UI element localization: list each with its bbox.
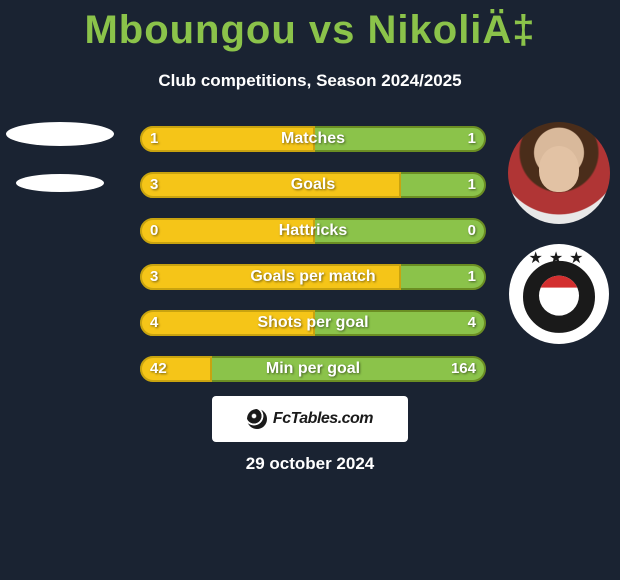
stat-bar-label: Goals	[142, 174, 484, 196]
stat-bar: Goals3 1	[140, 172, 486, 198]
stat-bar-right-value: 1	[468, 128, 476, 150]
right-player-avatar	[508, 122, 610, 224]
stat-bar-label: Min per goal	[142, 358, 484, 380]
stat-bar-right-value: 1	[468, 174, 476, 196]
stat-bar: Min per goal42 164	[140, 356, 486, 382]
subtitle: Club competitions, Season 2024/2025	[0, 71, 620, 91]
stat-bar-right-value: 164	[451, 358, 476, 380]
comparison-title: Mboungou vs NikoliÄ‡	[0, 0, 620, 53]
club-badge-core	[539, 276, 579, 316]
club-badge-stars: ★★★	[528, 248, 589, 268]
stat-bar: Shots per goal4 4	[140, 310, 486, 336]
stat-bar-right-value: 4	[468, 312, 476, 334]
stat-bar-label: Goals per match	[142, 266, 484, 288]
stat-bar-left-value: 1	[150, 128, 158, 150]
stat-bar-label: Shots per goal	[142, 312, 484, 334]
left-player-placeholder-1	[6, 122, 114, 146]
stat-bar-left-value: 3	[150, 174, 158, 196]
right-player-club-badge: ★★★	[509, 244, 609, 344]
date-label: 29 october 2024	[0, 454, 620, 474]
stat-bar-left-value: 42	[150, 358, 167, 380]
stat-bar: Hattricks0 0	[140, 218, 486, 244]
stat-bar: Goals per match3 1	[140, 264, 486, 290]
football-icon	[247, 409, 267, 429]
stat-bar-right-value: 0	[468, 220, 476, 242]
left-player-placeholder-2	[16, 174, 104, 192]
stat-bars: Matches11Goals31Hattricks00Goals per mat…	[140, 126, 486, 402]
stat-bar: Matches1 1	[140, 126, 486, 152]
stat-bar-label: Matches	[142, 128, 484, 150]
right-player-column: ★★★	[504, 122, 614, 344]
stat-bar-left-value: 0	[150, 220, 158, 242]
stat-bar-left-value: 3	[150, 266, 158, 288]
stat-bar-right-value: 1	[468, 266, 476, 288]
footer-brand-text: FcTables.com	[273, 410, 373, 427]
stat-bar-left-value: 4	[150, 312, 158, 334]
stat-bar-label: Hattricks	[142, 220, 484, 242]
footer-brand-badge: FcTables.com	[212, 396, 408, 442]
left-player-column	[5, 122, 115, 192]
